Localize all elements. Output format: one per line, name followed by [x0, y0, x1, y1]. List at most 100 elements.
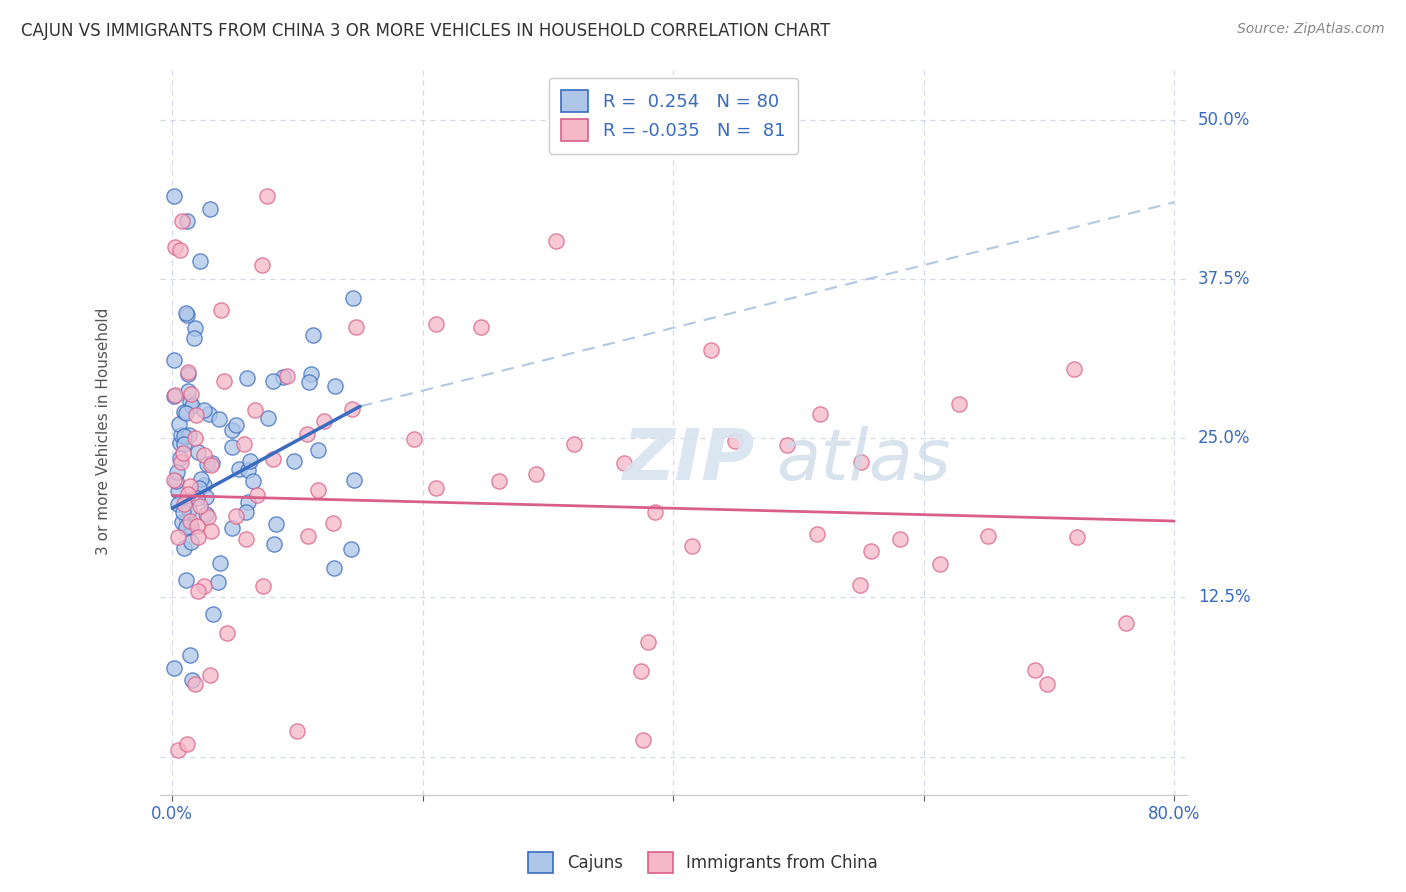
Point — [167, 483, 190, 498]
Point — [239, 454, 262, 468]
Point — [181, 399, 204, 413]
Point — [806, 526, 828, 541]
Point — [252, 579, 274, 593]
Point — [242, 474, 264, 488]
Point — [183, 331, 205, 345]
Point — [207, 574, 229, 589]
Point — [195, 508, 218, 522]
Point — [193, 448, 215, 462]
Point — [177, 427, 200, 442]
Point — [225, 418, 247, 433]
Point — [217, 625, 239, 640]
Point — [167, 743, 190, 757]
Point — [236, 371, 259, 385]
Point — [225, 509, 247, 524]
Point — [198, 668, 221, 682]
Point — [163, 473, 186, 487]
Point — [977, 529, 1000, 543]
Text: 50.0%: 50.0% — [1198, 111, 1250, 128]
Point — [808, 408, 831, 422]
Point — [236, 494, 259, 508]
Point — [176, 309, 198, 323]
Point — [173, 428, 195, 442]
Point — [1035, 677, 1057, 691]
Point — [257, 411, 280, 425]
Point — [166, 465, 188, 479]
Point — [169, 451, 191, 466]
Text: 3 or more Vehicles in Household: 3 or more Vehicles in Household — [96, 308, 111, 556]
Point — [173, 541, 195, 555]
Point — [1066, 530, 1088, 544]
Text: 12.5%: 12.5% — [1198, 589, 1250, 607]
Point — [1063, 362, 1085, 376]
Point — [644, 505, 666, 519]
Point — [169, 243, 191, 257]
Point — [180, 673, 202, 688]
Point — [343, 473, 366, 487]
Point — [177, 365, 200, 379]
Point — [631, 733, 654, 747]
Point — [170, 428, 193, 442]
Point — [193, 478, 215, 492]
Point — [174, 406, 197, 420]
Point — [488, 474, 510, 488]
Point — [285, 724, 308, 739]
Point — [179, 515, 201, 529]
Point — [221, 521, 243, 535]
Point — [402, 432, 425, 446]
Point — [544, 234, 567, 248]
Point — [167, 417, 190, 431]
Point — [200, 458, 222, 472]
Point — [859, 544, 882, 558]
Point — [193, 402, 215, 417]
Point — [162, 353, 184, 368]
Point — [179, 395, 201, 409]
Point — [198, 408, 221, 422]
Point — [889, 532, 911, 546]
Point — [170, 455, 193, 469]
Point — [470, 320, 492, 334]
Point — [228, 462, 250, 476]
Point — [271, 369, 294, 384]
Point — [340, 402, 363, 417]
Point — [184, 321, 207, 335]
Text: 25.0%: 25.0% — [1198, 429, 1250, 447]
Point — [173, 497, 195, 511]
Point — [177, 384, 200, 398]
Point — [197, 509, 219, 524]
Point — [295, 426, 318, 441]
Point — [212, 374, 235, 388]
Point — [176, 487, 198, 501]
Point — [637, 635, 659, 649]
Point — [236, 463, 259, 477]
Point — [263, 537, 285, 551]
Legend: R =  0.254   N = 80, R = -0.035   N =  81: R = 0.254 N = 80, R = -0.035 N = 81 — [548, 78, 797, 154]
Point — [613, 456, 636, 470]
Point — [176, 737, 198, 751]
Point — [262, 374, 284, 388]
Point — [172, 505, 194, 519]
Text: 37.5%: 37.5% — [1198, 270, 1250, 288]
Point — [186, 491, 208, 506]
Point — [172, 445, 194, 459]
Legend: Cajuns, Immigrants from China: Cajuns, Immigrants from China — [522, 846, 884, 880]
Point — [948, 397, 970, 411]
Point — [266, 516, 288, 531]
Point — [724, 434, 747, 448]
Point — [195, 491, 218, 505]
Point — [188, 482, 211, 496]
Point — [174, 520, 197, 534]
Point — [301, 328, 323, 343]
Point — [208, 556, 231, 570]
Point — [173, 436, 195, 450]
Point — [307, 442, 329, 457]
Point — [163, 389, 186, 403]
Point — [179, 648, 201, 662]
Point — [169, 435, 191, 450]
Point — [176, 515, 198, 529]
Point — [243, 403, 266, 417]
Point — [200, 524, 222, 539]
Point — [193, 579, 215, 593]
Point — [195, 457, 218, 471]
Point — [250, 258, 273, 272]
